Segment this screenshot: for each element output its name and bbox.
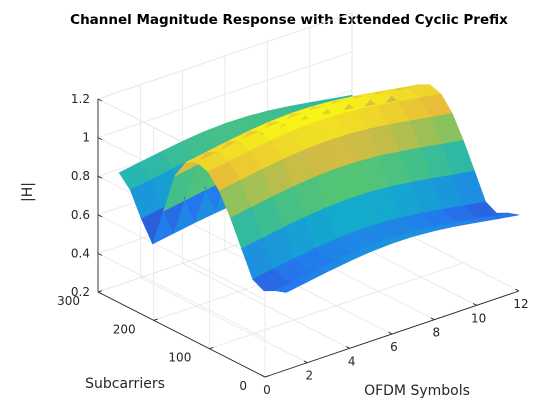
z-tick-label: 1.2 [71, 92, 90, 106]
chart-title: Channel Magnitude Response with Extended… [70, 12, 508, 28]
x-tick-mark [303, 360, 308, 364]
y-tick-label: 300 [57, 294, 80, 308]
y-tick-mark [209, 346, 214, 350]
x-tick-label: 12 [513, 297, 528, 311]
gridline-y-floor [209, 262, 464, 350]
z-tick-mark [97, 137, 103, 141]
y-tick-mark [97, 290, 103, 293]
x-tick-mark [388, 331, 393, 335]
x-axis-label: OFDM Symbols [364, 383, 470, 399]
surface-layer [118, 84, 520, 293]
gridline-x-floor [140, 277, 308, 364]
z-tick-mark [97, 98, 103, 102]
x-tick-mark [430, 317, 435, 321]
x-tick-label: 4 [348, 354, 356, 368]
x-tick-mark [472, 303, 477, 306]
x-tick-mark [261, 374, 266, 378]
y-axis-label: Subcarriers [85, 376, 165, 392]
y-tick-mark [264, 375, 270, 378]
z-tick-label: 0.6 [71, 208, 90, 222]
x-tick-label: 2 [306, 369, 314, 383]
gridline-z-left [97, 214, 266, 301]
x-tick-label: 10 [471, 311, 486, 325]
box-back-top [97, 12, 353, 100]
z-tick-label: 0.4 [71, 246, 90, 260]
z-tick-label: 0.8 [71, 169, 90, 183]
x-tick-label: 8 [433, 326, 441, 340]
z-tick-label: 1 [82, 131, 90, 145]
surface-patch [486, 212, 520, 220]
gridline-x-floor [182, 262, 350, 349]
x-tick-mark [515, 288, 520, 292]
x-tick-label: 0 [263, 383, 271, 397]
z-tick-mark [97, 252, 103, 256]
y-axis-line [97, 291, 266, 378]
z-tick-mark [97, 214, 103, 218]
z-axis-label: |H| [20, 182, 36, 202]
x-tick-mark [345, 346, 350, 349]
y-tick-mark [153, 318, 158, 321]
gridline-z-left [97, 253, 266, 339]
z-tick-label: 0.2 [71, 285, 90, 299]
y-tick-label: 100 [168, 351, 191, 365]
y-tick-label: 200 [113, 322, 136, 336]
y-tick-label: 0 [239, 379, 247, 393]
z-tick-mark [97, 175, 103, 179]
x-tick-label: 6 [390, 340, 398, 354]
z-tick-mark [97, 291, 103, 295]
